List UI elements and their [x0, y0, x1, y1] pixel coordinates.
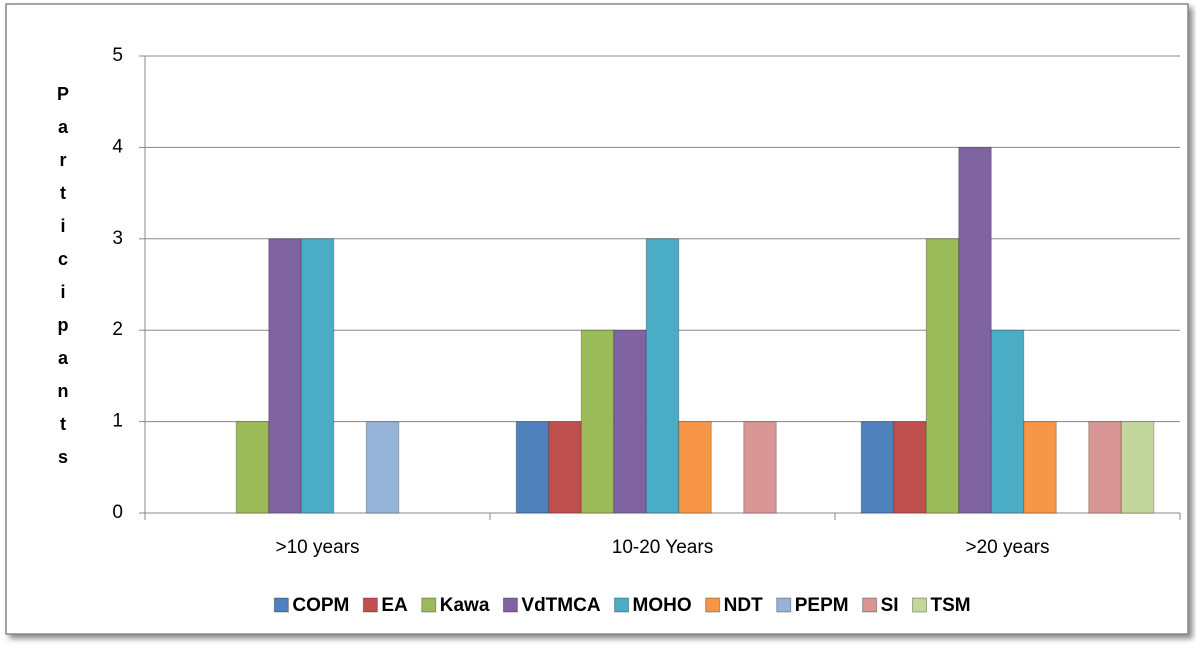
bar — [925, 238, 960, 514]
bar — [1023, 421, 1057, 514]
legend-swatch — [362, 597, 378, 613]
legend-swatch — [705, 597, 721, 613]
bar — [1088, 421, 1122, 514]
x-tick-label: >20 years — [966, 537, 1050, 558]
bar — [893, 421, 927, 514]
y-axis-label: Participants — [53, 84, 73, 480]
y-tick-label: 2 — [112, 319, 123, 340]
legend-label: VdTMCA — [521, 595, 600, 616]
bar — [860, 421, 895, 514]
bar — [645, 238, 680, 514]
bar — [365, 421, 400, 514]
legend-label: Kawa — [440, 595, 490, 616]
legend-swatch — [502, 597, 518, 613]
bar — [958, 146, 992, 514]
legend-swatch — [614, 597, 630, 613]
legend-label: TSM — [931, 595, 971, 616]
bar — [743, 421, 777, 514]
y-tick-label: 0 — [112, 502, 123, 523]
legend-swatch — [776, 597, 792, 613]
bar — [515, 421, 550, 514]
x-tick-label: 10-20 Years — [612, 537, 713, 558]
bar — [1120, 421, 1155, 514]
legend-label: COPM — [292, 595, 349, 616]
bar — [268, 238, 302, 514]
bar — [235, 421, 270, 514]
legend-swatch — [912, 597, 928, 613]
legend-label: EA — [381, 595, 408, 616]
y-tick-label: 3 — [112, 228, 123, 249]
y-tick-label: 4 — [112, 136, 123, 157]
legend-swatch — [273, 597, 289, 613]
bar — [613, 329, 647, 514]
y-tick-label: 5 — [112, 45, 123, 66]
bar — [990, 329, 1025, 514]
bar — [548, 421, 582, 514]
legend-label: NDT — [724, 595, 763, 616]
y-tick-label: 1 — [112, 411, 123, 432]
x-tick-label: >10 years — [276, 537, 360, 558]
legend-label: SI — [881, 595, 899, 616]
legend-label: PEPM — [795, 595, 849, 616]
bar — [678, 421, 712, 514]
bar — [580, 329, 615, 514]
legend-swatch — [862, 597, 878, 613]
legend-swatch — [421, 597, 437, 613]
legend-label: MOHO — [633, 595, 692, 616]
bar — [300, 238, 335, 514]
